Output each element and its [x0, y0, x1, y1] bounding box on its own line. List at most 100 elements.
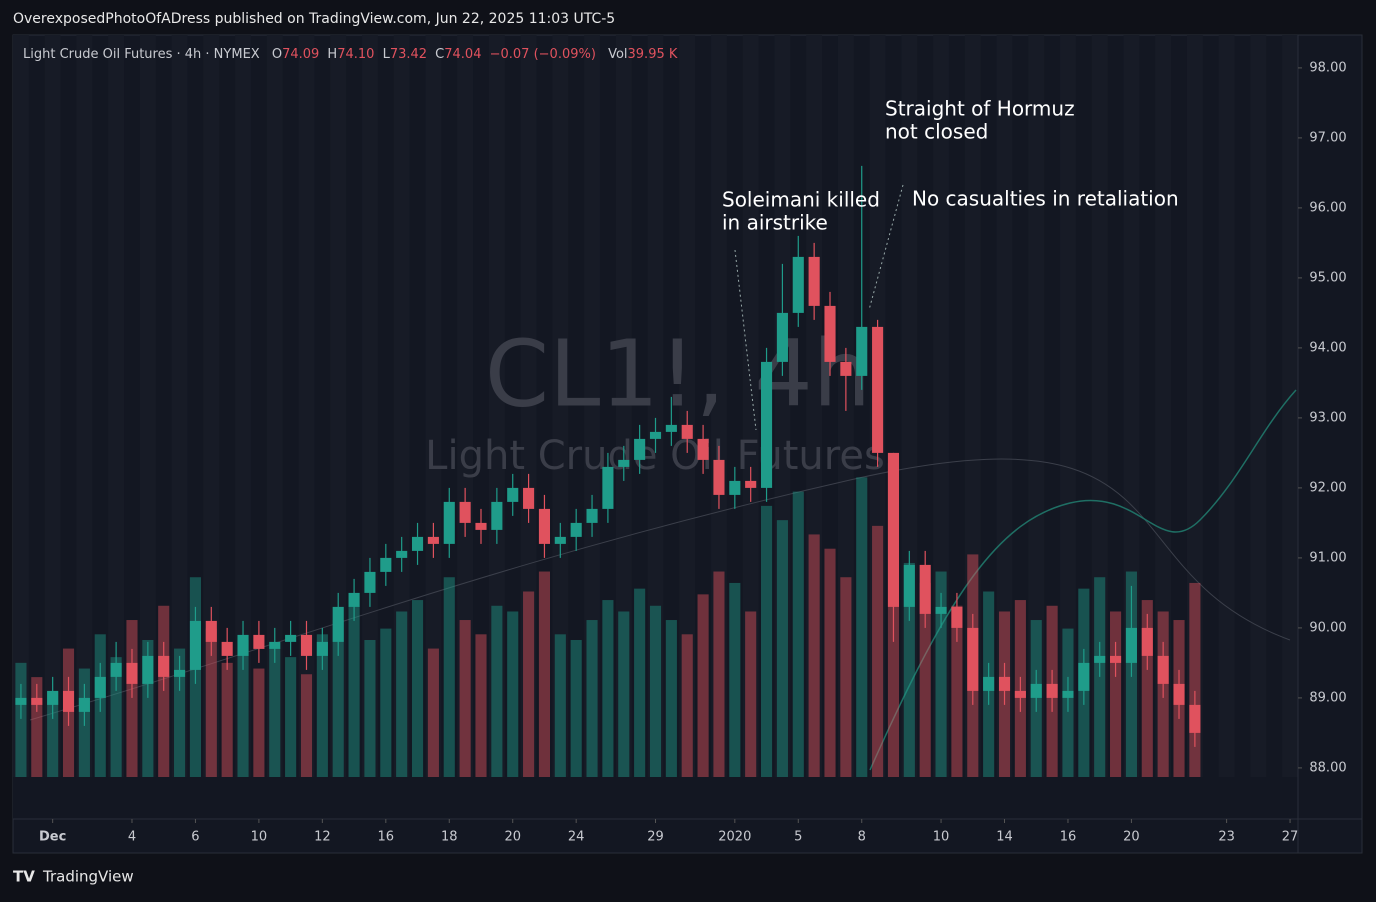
candle-body [872, 326, 884, 453]
candle-body [602, 466, 614, 509]
volume-bar [729, 582, 741, 777]
x-tick-label: 5 [794, 830, 802, 845]
candle-body [189, 620, 201, 670]
volume-bar [681, 634, 693, 777]
x-tick-label: 16 [1060, 830, 1077, 845]
volume-bar [602, 600, 614, 777]
volume-bar [903, 562, 915, 777]
volume-bar [364, 640, 376, 777]
stripe [1250, 35, 1267, 819]
volume-bar [1189, 582, 1201, 777]
blank-strip [13, 777, 1298, 819]
volume-bar [665, 620, 677, 777]
candle-body [47, 690, 59, 705]
stripe [1186, 35, 1203, 819]
stripe [964, 35, 981, 819]
candle-body [634, 438, 646, 460]
volume-bar [396, 611, 408, 777]
volume-bar [919, 582, 931, 777]
stripe [1060, 35, 1076, 819]
x-tick-label: 20 [1123, 830, 1140, 845]
x-tick-label: 10 [251, 830, 268, 845]
watermark-ticker: CL1!, 4h [485, 320, 871, 427]
candle-body [475, 522, 487, 530]
annotation: Straight of Hormuz [885, 97, 1075, 121]
stripe [425, 35, 442, 819]
volume-bar [776, 520, 788, 777]
candle-body [967, 627, 979, 691]
candle-body [348, 592, 360, 607]
y-tick-label: 91.00 [1309, 550, 1346, 565]
stripe [1123, 35, 1140, 819]
volume-bar [427, 648, 439, 777]
stripe [933, 35, 949, 819]
candle-body [507, 487, 519, 502]
volume-bar [158, 605, 170, 777]
candle-body [1189, 704, 1201, 733]
footer-logo: TV [13, 868, 35, 886]
x-tick-label: 10 [933, 830, 950, 845]
candle-body [1014, 690, 1026, 698]
stripe [1091, 35, 1108, 819]
y-tick-label: 89.00 [1309, 690, 1346, 705]
candle-body [396, 550, 408, 558]
y-tick-label: 96.00 [1309, 200, 1346, 215]
legend: Light Crude Oil Futures · 4h · NYMEX O74… [23, 47, 678, 62]
x-tick-label: 14 [996, 830, 1013, 845]
candle-body [31, 697, 43, 705]
candle-body [364, 571, 376, 593]
candle-body [1062, 690, 1074, 698]
stripe [44, 35, 61, 819]
volume-bar [459, 620, 471, 777]
candle-body [951, 606, 963, 628]
legend-value: 39.95 K [628, 47, 678, 62]
stripe [1282, 35, 1298, 819]
candle-body [94, 676, 106, 698]
y-tick-label: 98.00 [1309, 60, 1346, 75]
stripe [901, 35, 918, 819]
stripe [615, 35, 632, 819]
stripe [584, 35, 600, 819]
volume-bar [110, 657, 122, 777]
candle-body [998, 676, 1011, 691]
stripes [13, 35, 1298, 819]
volume-bar [697, 594, 709, 777]
candle-body [205, 620, 217, 642]
stripe [837, 35, 854, 819]
volume-bar [253, 668, 265, 777]
volume-bar [523, 591, 535, 777]
candle-body [285, 634, 297, 642]
stripe [1155, 35, 1172, 819]
volume-bar [951, 605, 963, 777]
candle-body [380, 557, 392, 572]
candle-body [78, 697, 90, 712]
annotation-pointer [734, 249, 757, 431]
volume-bar [126, 620, 138, 777]
candle-body [269, 641, 281, 649]
candle-body [459, 501, 471, 523]
candle-body [665, 424, 677, 432]
volume-bar [475, 634, 487, 777]
x-tick-label: 29 [647, 830, 664, 845]
candle-body [681, 424, 693, 439]
volume-bar [1094, 577, 1106, 777]
symbol: Light Crude Oil Futures · 4h · NYMEX [23, 47, 260, 62]
volume-bar [491, 605, 503, 777]
candle-body [1046, 683, 1058, 698]
header-title: OverexposedPhotoOfADress published on Tr… [13, 11, 615, 27]
legend-label: O [272, 47, 282, 62]
stripe [996, 35, 1013, 819]
stripe [806, 35, 823, 819]
stripe [552, 35, 569, 819]
volume-bar [760, 505, 773, 777]
candle-body [570, 522, 582, 537]
candle-body [300, 634, 313, 656]
legend-label: H [327, 47, 337, 62]
stripe [76, 35, 93, 819]
candle-body [174, 669, 186, 677]
volume-bar [31, 677, 43, 777]
stripe [742, 35, 759, 819]
y-tick-label: 88.00 [1309, 760, 1346, 775]
legend-value: 73.42 [390, 47, 427, 62]
candle-body [1030, 683, 1042, 698]
